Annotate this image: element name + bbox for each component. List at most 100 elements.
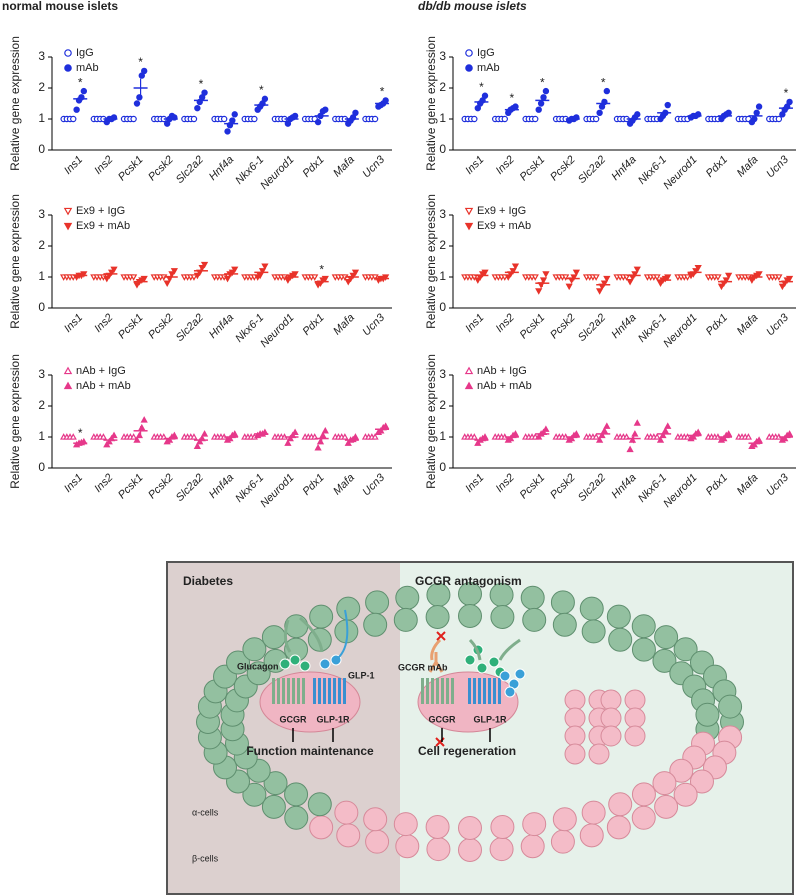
x-tick-label: Pcsk1	[116, 472, 146, 502]
point	[135, 431, 144, 439]
y-tick-label: 3	[439, 207, 446, 221]
point	[785, 275, 794, 283]
y-tick-label: 2	[439, 398, 446, 412]
receptor	[426, 678, 429, 704]
point	[220, 115, 228, 123]
legend-label: Ex9 + mAb	[477, 220, 531, 232]
x-tick-label: Neurod1	[661, 312, 699, 350]
y-tick-label: 3	[38, 367, 45, 381]
beta-cell	[624, 707, 646, 729]
y-tick-label: 3	[439, 49, 446, 63]
point	[626, 278, 634, 286]
alpha-cell	[581, 619, 606, 644]
point	[535, 433, 543, 440]
x-tick-label: Ins1	[463, 154, 486, 177]
alpha-cell	[520, 585, 545, 610]
point	[501, 115, 508, 123]
point	[775, 274, 783, 281]
x-tick-label: Pcsk1	[518, 312, 548, 342]
alpha-cell	[718, 694, 743, 719]
ligand	[488, 656, 500, 668]
point	[138, 423, 146, 431]
point	[474, 277, 482, 284]
x-tick-label: Ins2	[494, 312, 517, 335]
point	[511, 263, 520, 270]
significance: *	[138, 55, 143, 69]
alpha-cell	[579, 596, 604, 621]
legend-label: nAb + mAb	[76, 380, 131, 392]
legend-marker	[464, 222, 474, 231]
beta-cell	[579, 823, 604, 848]
point	[481, 92, 489, 99]
beta-cell	[631, 782, 656, 807]
point	[656, 280, 665, 288]
beta-cell	[624, 689, 646, 711]
x-tick-label: Neurod1	[661, 472, 699, 510]
point	[193, 272, 201, 280]
y-axis-label: Relative gene expression	[424, 36, 438, 171]
x-tick-label: Mafa	[331, 312, 357, 338]
x-tick-label: Ins2	[494, 154, 517, 177]
point	[481, 269, 489, 277]
alpha-cell	[631, 637, 656, 662]
alpha-cell	[363, 612, 388, 637]
legend-marker	[464, 366, 474, 375]
significance: *	[78, 75, 83, 89]
ligand	[289, 654, 301, 666]
x-tick-label: Pdx1	[301, 312, 327, 338]
point	[382, 97, 389, 104]
point	[316, 437, 325, 445]
point	[103, 275, 111, 283]
beta-cell	[652, 771, 677, 796]
y-tick-label: 0	[439, 300, 446, 314]
x-tick-label: Ins1	[62, 472, 85, 495]
point	[592, 433, 600, 440]
receptor	[451, 678, 454, 704]
significance: *	[601, 75, 606, 89]
beta-cell	[552, 807, 577, 832]
point	[542, 425, 550, 432]
receptor	[287, 678, 290, 704]
block-mark	[435, 631, 446, 747]
point	[321, 275, 329, 283]
alpha-cell	[307, 792, 332, 817]
point	[99, 433, 108, 440]
legend-label: Ex9 + IgG	[76, 205, 125, 217]
point	[725, 272, 733, 280]
ligand	[319, 658, 331, 670]
point	[190, 115, 198, 123]
beta-cell	[490, 815, 515, 840]
point	[371, 433, 379, 440]
y-tick-label: 3	[38, 49, 45, 63]
point	[291, 271, 299, 278]
legend-label: Ex9 + IgG	[477, 205, 526, 217]
signal-arrow	[292, 728, 491, 742]
point	[223, 275, 232, 283]
legend-label: mAb	[477, 62, 500, 74]
y-tick-label: 1	[439, 429, 446, 443]
point	[539, 277, 548, 284]
alpha-cell	[606, 604, 631, 629]
alpha-cell	[226, 650, 251, 675]
beta-cell	[425, 815, 450, 840]
beta-cell	[458, 816, 482, 840]
point	[532, 115, 539, 123]
beta-cell	[489, 837, 514, 862]
alpha-cell	[242, 782, 267, 807]
x-tick-label: Slc2a2	[576, 154, 608, 186]
point	[103, 440, 111, 448]
beta-cell	[673, 782, 698, 807]
x-tick-label: Hnf4a	[207, 312, 236, 341]
point	[80, 271, 88, 278]
alpha-cell	[652, 648, 677, 673]
receptor	[343, 678, 346, 704]
receptor	[277, 678, 280, 704]
ligand	[279, 658, 291, 670]
alpha-cell	[458, 604, 482, 628]
alpha-cell	[309, 604, 334, 629]
point	[133, 436, 141, 443]
ligand	[299, 660, 311, 672]
x-tick-label: Ins2	[92, 312, 115, 335]
beta-cell	[606, 815, 631, 840]
